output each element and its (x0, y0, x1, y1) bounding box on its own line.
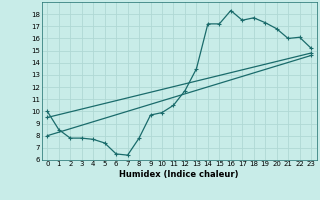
X-axis label: Humidex (Indice chaleur): Humidex (Indice chaleur) (119, 170, 239, 179)
